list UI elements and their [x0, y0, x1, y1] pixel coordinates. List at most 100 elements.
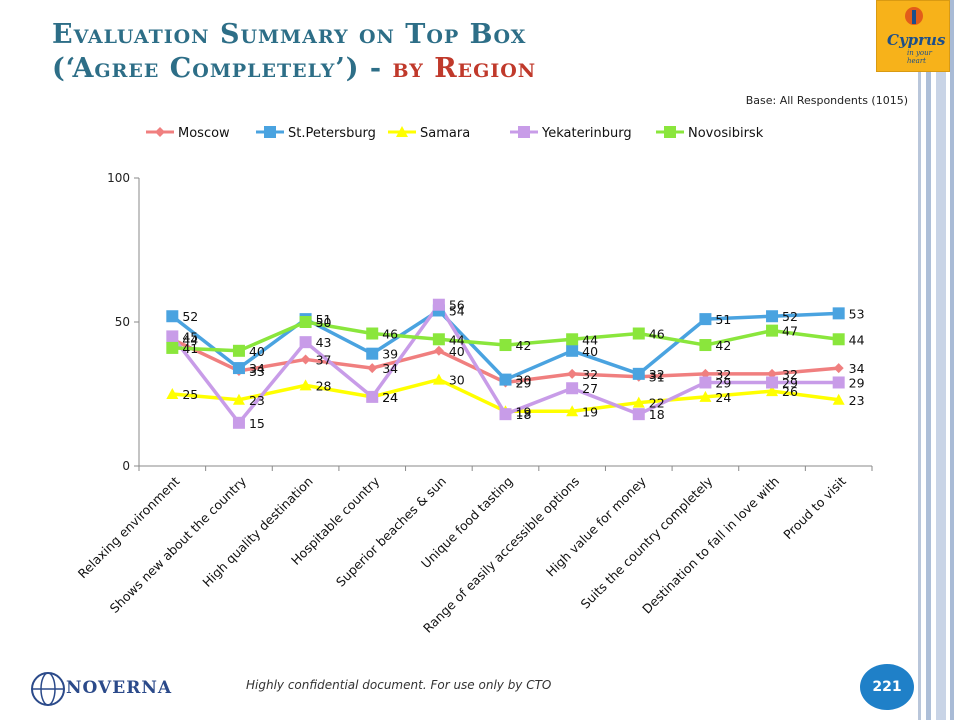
- data-point-stpetersburg: [566, 344, 579, 357]
- data-label-moscow: 34: [849, 361, 865, 376]
- data-label-stpetersburg: 30: [516, 373, 532, 388]
- x-category-label: Shows new about the country: [107, 473, 250, 616]
- data-label-stpetersburg: 40: [582, 344, 598, 359]
- data-label-yekaterinburg: 56: [449, 298, 465, 313]
- data-label-samara: 19: [582, 404, 598, 419]
- data-point-yekaterinburg: [366, 390, 379, 403]
- slide-title: Evaluation Summary on Top Box (‘Agree Co…: [52, 18, 872, 86]
- data-label-stpetersburg: 39: [382, 347, 398, 362]
- data-point-samara: [432, 373, 445, 385]
- data-point-samara: [699, 390, 712, 402]
- data-point-yekaterinburg: [299, 336, 312, 349]
- data-point-novosibirsk: [166, 341, 179, 354]
- data-label-moscow: 34: [382, 361, 398, 376]
- data-label-yekaterinburg: 45: [182, 329, 198, 344]
- data-point-novosibirsk: [832, 333, 845, 346]
- cyprus-emblem-icon: [905, 7, 923, 25]
- data-label-novosibirsk: 44: [582, 332, 598, 347]
- data-point-yekaterinburg: [232, 416, 245, 429]
- legend-marker-yekaterinburg: [518, 126, 530, 138]
- data-point-novosibirsk: [499, 339, 512, 352]
- cyprus-logo-tagline: in your heart: [907, 49, 932, 65]
- data-label-novosibirsk: 46: [382, 327, 398, 342]
- legend-marker-stpetersburg: [264, 126, 276, 138]
- data-label-novosibirsk: 44: [849, 332, 865, 347]
- data-point-moscow: [367, 363, 378, 374]
- data-point-yekaterinburg: [766, 376, 779, 389]
- data-label-yekaterinburg: 29: [715, 375, 731, 390]
- data-label-yekaterinburg: 27: [582, 381, 598, 396]
- data-point-samara: [299, 379, 312, 391]
- data-point-stpetersburg: [699, 313, 712, 326]
- data-point-yekaterinburg: [499, 408, 512, 421]
- data-label-novosibirsk: 47: [782, 324, 798, 339]
- data-point-moscow: [433, 345, 444, 356]
- data-label-moscow: 40: [449, 344, 465, 359]
- data-label-yekaterinburg: 18: [516, 407, 532, 422]
- right-border-rail: [936, 0, 946, 720]
- noverna-logo: NOVERNA: [28, 648, 200, 716]
- data-label-novosibirsk: 46: [649, 327, 665, 342]
- data-point-yekaterinburg: [432, 298, 445, 311]
- x-category-label: Suits the country completely: [577, 473, 715, 611]
- data-label-yekaterinburg: 18: [649, 407, 665, 422]
- data-point-stpetersburg: [166, 310, 179, 323]
- data-point-samara: [832, 393, 845, 405]
- data-point-moscow: [567, 368, 578, 379]
- footer-note: Highly confidential document. For use on…: [246, 678, 552, 692]
- legend-marker-moscow: [155, 127, 165, 137]
- noverna-logo-word: NOVERNA: [66, 678, 173, 698]
- data-point-stpetersburg: [232, 362, 245, 375]
- legend-label-novosibirsk: Novosibirsk: [688, 126, 764, 141]
- slide-title-line1: Evaluation Summary on Top Box: [52, 19, 527, 50]
- data-label-moscow: 32: [715, 367, 731, 382]
- data-point-yekaterinburg: [699, 376, 712, 389]
- data-label-yekaterinburg: 24: [382, 390, 398, 405]
- data-label-samara: 23: [849, 393, 865, 408]
- data-point-moscow: [700, 368, 711, 379]
- data-label-moscow: 37: [316, 352, 332, 367]
- legend-marker-samara: [396, 126, 408, 137]
- right-border-rail: [926, 0, 931, 720]
- data-label-moscow: 31: [649, 370, 665, 385]
- data-label-novosibirsk: 42: [715, 338, 731, 353]
- data-label-samara: 23: [249, 393, 265, 408]
- data-point-moscow: [300, 354, 311, 365]
- data-point-novosibirsk: [632, 327, 645, 340]
- data-label-samara: 24: [715, 390, 731, 405]
- y-tick-label: 50: [115, 315, 130, 329]
- cyprus-logo: Cyprus in your heart: [876, 0, 950, 72]
- y-tick-label: 0: [122, 459, 130, 473]
- data-point-samara: [566, 405, 579, 417]
- data-label-samara: 25: [182, 387, 198, 402]
- data-label-moscow: 32: [782, 367, 798, 382]
- data-label-yekaterinburg: 29: [849, 375, 865, 390]
- data-label-samara: 26: [782, 384, 798, 399]
- data-label-moscow: 44: [182, 332, 198, 347]
- data-point-samara: [632, 396, 645, 408]
- data-label-stpetersburg: 52: [782, 309, 798, 324]
- data-label-stpetersburg: 51: [715, 312, 731, 327]
- data-label-moscow: 33: [249, 364, 265, 379]
- data-point-novosibirsk: [566, 333, 579, 346]
- data-point-novosibirsk: [232, 344, 245, 357]
- data-point-stpetersburg: [499, 373, 512, 386]
- data-point-novosibirsk: [699, 339, 712, 352]
- data-point-stpetersburg: [366, 347, 379, 360]
- slide-title-main: (‘Agree Completely’) -: [52, 53, 383, 84]
- data-point-yekaterinburg: [566, 382, 579, 395]
- cyprus-logo-word: Cyprus: [887, 31, 946, 49]
- data-label-novosibirsk: 41: [182, 341, 198, 356]
- legend-label-stpetersburg: St.Petersburg: [288, 126, 376, 141]
- slide-title-line2: (‘Agree Completely’) - by Region: [52, 52, 872, 86]
- slide-title-accent: by Region: [392, 53, 537, 84]
- data-label-yekaterinburg: 43: [316, 335, 332, 350]
- data-point-stpetersburg: [632, 367, 645, 380]
- x-category-label: Destination to fall in love with: [639, 474, 782, 617]
- data-label-moscow: 29: [516, 375, 532, 390]
- right-border-rail: [918, 0, 921, 720]
- data-point-novosibirsk: [432, 333, 445, 346]
- data-point-samara: [232, 393, 245, 405]
- data-label-samara: 28: [316, 378, 332, 393]
- legend-marker-novosibirsk: [664, 126, 676, 138]
